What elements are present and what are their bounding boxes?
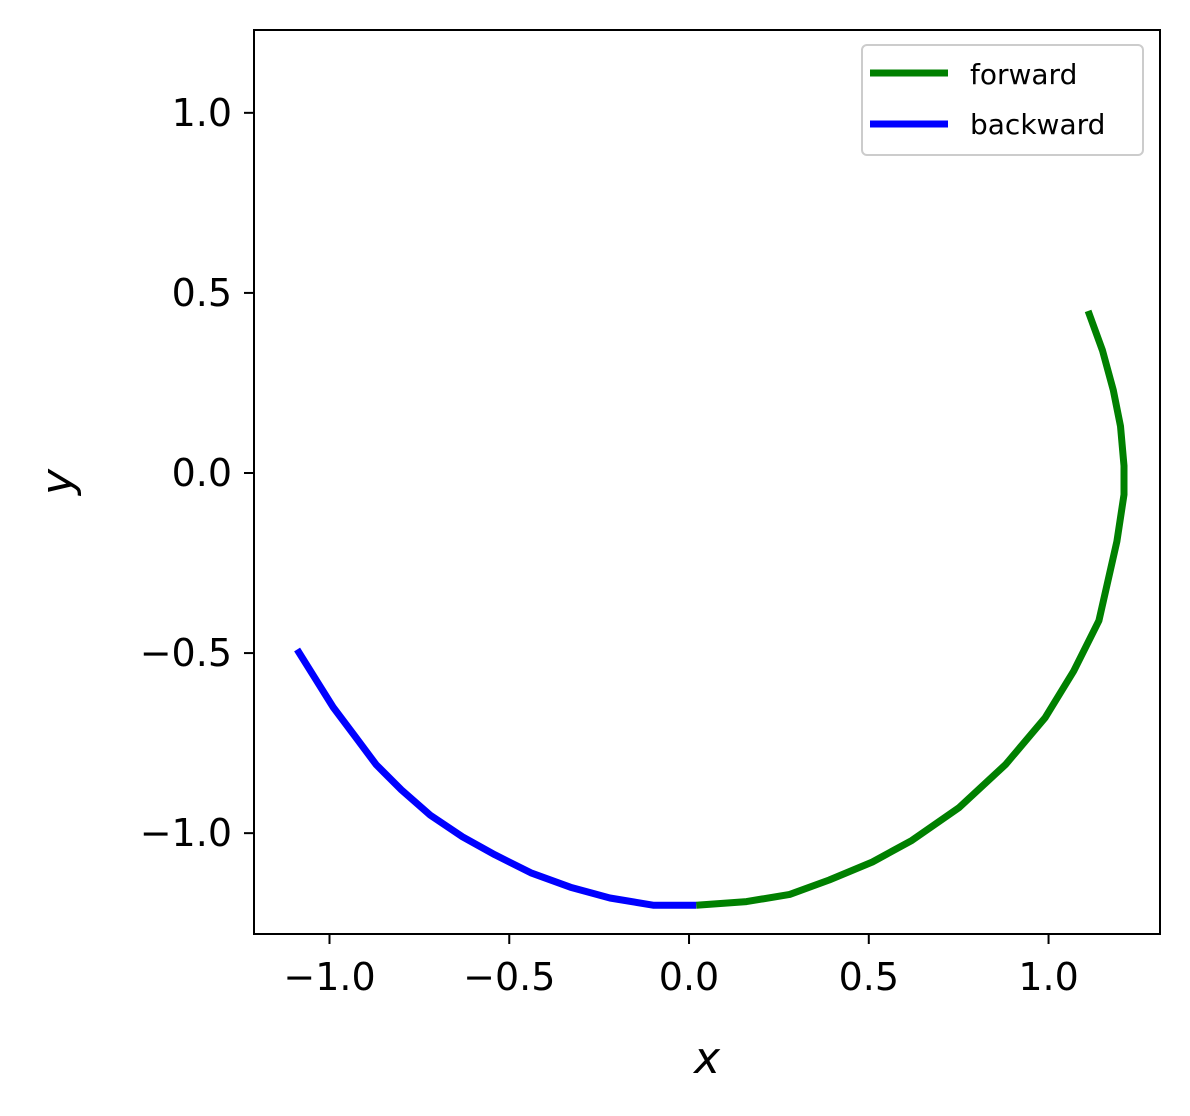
- series-line-backward: [294, 647, 697, 909]
- x-tick-label: −0.5: [463, 955, 555, 999]
- y-ticks: 1.0 0.5 0.0 −0.5 −1.0: [140, 91, 254, 855]
- x-tick-label: 0.0: [659, 955, 719, 999]
- y-axis-label: y: [32, 468, 83, 497]
- legend: forward backward: [861, 44, 1144, 156]
- y-tick-label: −0.5: [140, 631, 232, 675]
- series-layer: [294, 309, 1128, 909]
- series-line-forward: [695, 309, 1128, 909]
- x-tick-label: 1.0: [1018, 955, 1078, 999]
- legend-label-backward: backward: [970, 108, 1105, 141]
- x-tick-label: −1.0: [283, 955, 375, 999]
- legend-label-forward: forward: [970, 58, 1077, 91]
- y-tick-label: 0.0: [172, 451, 232, 495]
- plot-frame: [253, 29, 1161, 935]
- y-tick-label: 1.0: [172, 91, 232, 135]
- y-tick-label: −1.0: [140, 811, 232, 855]
- x-tick-label: 0.5: [839, 955, 899, 999]
- x-axis-label: x: [692, 1033, 721, 1084]
- y-tick-label: 0.5: [172, 271, 232, 315]
- x-ticks: −1.0 −0.5 0.0 0.5 1.0: [283, 934, 1079, 999]
